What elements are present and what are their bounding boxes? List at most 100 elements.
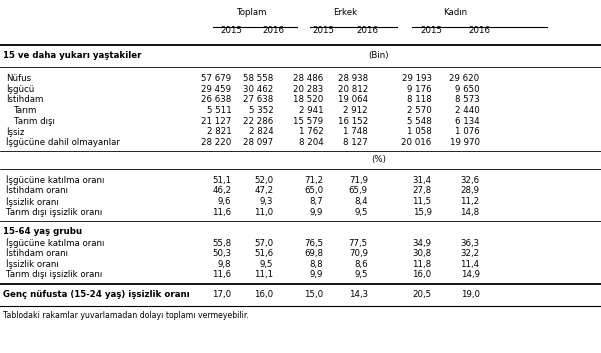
Text: 51,1: 51,1 [212,176,231,185]
Text: 11,8: 11,8 [412,260,432,269]
Text: 9,6: 9,6 [218,197,231,206]
Text: 16 152: 16 152 [338,116,368,126]
Text: 9,9: 9,9 [310,270,323,280]
Text: İşsizlik oranı: İşsizlik oranı [6,197,59,207]
Text: 2 824: 2 824 [249,127,273,136]
Text: 65,9: 65,9 [349,186,368,196]
Text: 11,4: 11,4 [460,260,480,269]
Text: 15 ve daha yukarı yaştakiler: 15 ve daha yukarı yaştakiler [3,51,141,60]
Text: 71,2: 71,2 [304,176,323,185]
Text: 8 127: 8 127 [343,138,368,147]
Text: 70,9: 70,9 [349,249,368,258]
Text: 8,7: 8,7 [310,197,323,206]
Text: 15-64 yaş grubu: 15-64 yaş grubu [3,227,82,236]
Text: 8,6: 8,6 [354,260,368,269]
Text: 77,5: 77,5 [349,239,368,248]
Text: 8 204: 8 204 [299,138,323,147]
Text: 11,6: 11,6 [212,270,231,280]
Text: 8,8: 8,8 [310,260,323,269]
Text: 28 097: 28 097 [243,138,273,147]
Text: (%): (%) [371,155,386,164]
Text: Tarım dışı işsizlik oranı: Tarım dışı işsizlik oranı [6,270,102,280]
Text: 76,5: 76,5 [304,239,323,248]
Text: 5 352: 5 352 [249,106,273,115]
Text: 32,6: 32,6 [460,176,480,185]
Text: Tablodaki rakamlar yuvarlamadan dolayı toplamı vermeyebilir.: Tablodaki rakamlar yuvarlamadan dolayı t… [3,311,249,321]
Text: 28 938: 28 938 [338,74,368,83]
Text: 8 573: 8 573 [455,95,480,104]
Text: 30,8: 30,8 [412,249,432,258]
Text: İşgücüne katılma oranı: İşgücüne katılma oranı [6,175,105,185]
Text: 11,1: 11,1 [254,270,273,280]
Text: 11,2: 11,2 [460,197,480,206]
Text: 8 118: 8 118 [407,95,432,104]
Text: 9,5: 9,5 [260,260,273,269]
Text: 11,6: 11,6 [212,208,231,217]
Text: 2 570: 2 570 [407,106,432,115]
Text: 51,6: 51,6 [254,249,273,258]
Text: 58 558: 58 558 [243,74,273,83]
Text: 19 064: 19 064 [338,95,368,104]
Text: 26 638: 26 638 [201,95,231,104]
Text: Tarım: Tarım [14,106,37,115]
Text: 15 579: 15 579 [293,116,323,126]
Text: 16,0: 16,0 [412,270,432,280]
Text: 28 486: 28 486 [293,74,323,83]
Text: Genç nüfusta (15-24 yaş) işsizlik oranı: Genç nüfusta (15-24 yaş) işsizlik oranı [3,290,190,299]
Text: 27,8: 27,8 [412,186,432,196]
Text: Toplam: Toplam [237,8,267,17]
Text: Nüfus: Nüfus [6,74,31,83]
Text: 20 812: 20 812 [338,85,368,94]
Text: 20 283: 20 283 [293,85,323,94]
Text: 9,5: 9,5 [355,270,368,280]
Text: 14,9: 14,9 [460,270,480,280]
Text: Tarım dışı işsizlik oranı: Tarım dışı işsizlik oranı [6,208,102,217]
Text: 52,0: 52,0 [254,176,273,185]
Text: 65,0: 65,0 [304,186,323,196]
Text: 20,5: 20,5 [412,290,432,299]
Text: 2 440: 2 440 [455,106,480,115]
Text: 14,3: 14,3 [349,290,368,299]
Text: 17,0: 17,0 [212,290,231,299]
Text: Kadın: Kadın [444,8,468,17]
Text: İstihdam oranı: İstihdam oranı [6,186,68,196]
Text: 19 970: 19 970 [450,138,480,147]
Text: İşsizlik oranı: İşsizlik oranı [6,259,59,269]
Text: 2015: 2015 [221,25,242,35]
Text: 6 134: 6 134 [455,116,480,126]
Text: 19,0: 19,0 [460,290,480,299]
Text: 5 511: 5 511 [207,106,231,115]
Text: 47,2: 47,2 [254,186,273,196]
Text: 18 520: 18 520 [293,95,323,104]
Text: 29 620: 29 620 [450,74,480,83]
Text: 2015: 2015 [421,25,442,35]
Text: 9 176: 9 176 [407,85,432,94]
Text: 28 220: 28 220 [201,138,231,147]
Text: (Bin): (Bin) [368,51,389,60]
Text: 29 193: 29 193 [401,74,432,83]
Text: İstihdam oranı: İstihdam oranı [6,249,68,258]
Text: 31,4: 31,4 [412,176,432,185]
Text: 1 762: 1 762 [299,127,323,136]
Text: 21 127: 21 127 [201,116,231,126]
Text: 28,9: 28,9 [460,186,480,196]
Text: İşgücüne dahil olmayanlar: İşgücüne dahil olmayanlar [6,137,120,147]
Text: İstihdam: İstihdam [6,95,43,104]
Text: 15,0: 15,0 [304,290,323,299]
Text: 36,3: 36,3 [460,239,480,248]
Text: 9,9: 9,9 [310,208,323,217]
Text: 50,3: 50,3 [212,249,231,258]
Text: 2016: 2016 [263,25,284,35]
Text: İşgücüne katılma oranı: İşgücüne katılma oranı [6,238,105,248]
Text: 9,5: 9,5 [355,208,368,217]
Text: 57,0: 57,0 [254,239,273,248]
Text: 55,8: 55,8 [212,239,231,248]
Text: İşgücü: İşgücü [6,84,34,94]
Text: 29 459: 29 459 [201,85,231,94]
Text: 2 912: 2 912 [343,106,368,115]
Text: Erkek: Erkek [334,8,358,17]
Text: 9 650: 9 650 [455,85,480,94]
Text: Tarım dışı: Tarım dışı [14,116,55,126]
Text: 11,5: 11,5 [412,197,432,206]
Text: 27 638: 27 638 [243,95,273,104]
